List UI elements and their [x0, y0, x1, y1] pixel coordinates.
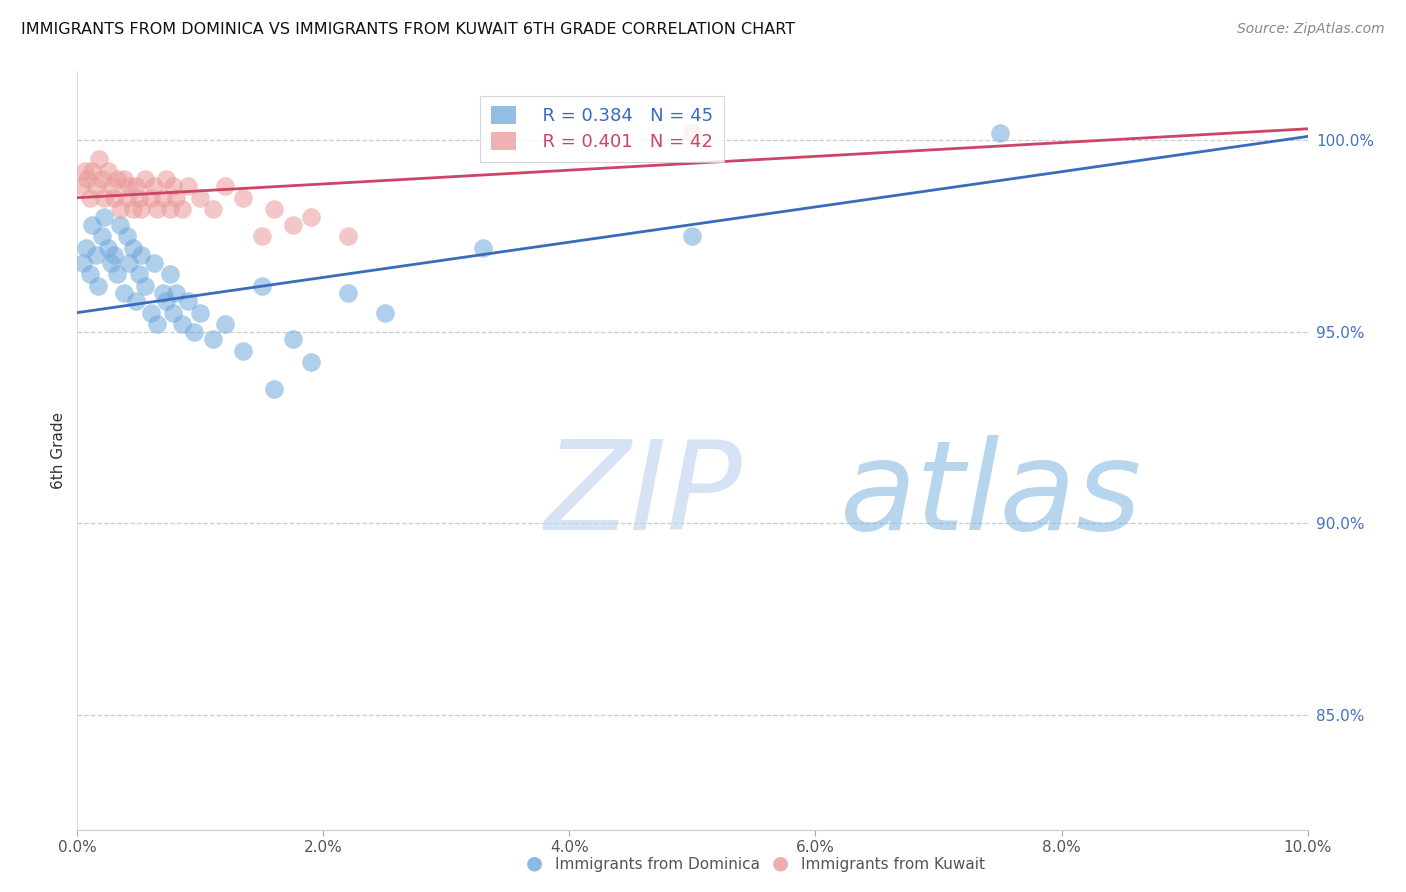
- Point: [162, 179, 184, 194]
- Point: [337, 229, 360, 244]
- Text: Source: ZipAtlas.com: Source: ZipAtlas.com: [1237, 22, 1385, 37]
- Point: [142, 179, 165, 194]
- Point: [118, 256, 141, 270]
- Point: [159, 202, 181, 217]
- Point: [131, 248, 153, 262]
- Point: [112, 286, 135, 301]
- Point: [82, 164, 104, 178]
- Text: atlas: atlas: [841, 435, 1142, 557]
- Point: [103, 248, 125, 262]
- Text: IMMIGRANTS FROM DOMINICA VS IMMIGRANTS FROM KUWAIT 6TH GRADE CORRELATION CHART: IMMIGRANTS FROM DOMINICA VS IMMIGRANTS F…: [21, 22, 796, 37]
- Point: [165, 286, 187, 301]
- Text: Immigrants from Kuwait: Immigrants from Kuwait: [801, 857, 986, 872]
- Point: [105, 171, 128, 186]
- Point: [155, 171, 177, 186]
- Point: [472, 240, 495, 254]
- Point: [214, 317, 236, 331]
- Point: [76, 171, 98, 186]
- Point: [188, 191, 212, 205]
- Point: [152, 191, 174, 205]
- Point: [250, 278, 273, 293]
- Point: [93, 191, 115, 205]
- Point: [89, 153, 111, 167]
- Point: [142, 256, 165, 270]
- Point: [146, 317, 169, 331]
- Point: [177, 294, 200, 309]
- Point: [682, 229, 704, 244]
- Point: [90, 171, 114, 186]
- Point: [79, 268, 101, 282]
- Point: [128, 268, 150, 282]
- Point: [263, 382, 285, 396]
- Point: [281, 218, 304, 232]
- Point: [134, 171, 156, 186]
- Point: [159, 268, 181, 282]
- Text: Immigrants from Dominica: Immigrants from Dominica: [555, 857, 761, 872]
- Point: [146, 202, 169, 217]
- Point: [141, 191, 163, 205]
- Point: [97, 240, 120, 254]
- Point: [125, 179, 148, 194]
- Y-axis label: 6th Grade: 6th Grade: [51, 412, 66, 489]
- Point: [337, 286, 360, 301]
- Point: [73, 164, 96, 178]
- Point: [177, 179, 200, 194]
- Point: [299, 210, 322, 224]
- Point: [82, 218, 104, 232]
- Point: [170, 202, 193, 217]
- Point: [201, 202, 224, 217]
- Point: [105, 268, 128, 282]
- Point: [110, 218, 132, 232]
- Point: [70, 179, 93, 194]
- Point: [121, 240, 143, 254]
- Point: [101, 179, 124, 194]
- Point: [125, 294, 148, 309]
- Text: ●: ●: [526, 854, 543, 872]
- Point: [170, 317, 193, 331]
- Point: [165, 191, 187, 205]
- Point: [281, 333, 304, 347]
- Point: [87, 278, 110, 293]
- Point: [141, 305, 163, 319]
- Point: [214, 179, 236, 194]
- Point: [128, 191, 150, 205]
- Point: [250, 229, 273, 244]
- Point: [131, 202, 153, 217]
- Point: [152, 286, 174, 301]
- Point: [183, 325, 205, 339]
- Point: [115, 191, 138, 205]
- Point: [162, 305, 184, 319]
- Point: [84, 179, 107, 194]
- Point: [110, 202, 132, 217]
- Point: [188, 305, 212, 319]
- Point: [155, 294, 177, 309]
- Point: [72, 256, 94, 270]
- Point: [232, 191, 254, 205]
- Point: [79, 191, 101, 205]
- Point: [374, 305, 396, 319]
- Text: ZIP: ZIP: [546, 435, 742, 557]
- Point: [90, 229, 114, 244]
- Point: [97, 164, 120, 178]
- Legend:   R = 0.384   N = 45,   R = 0.401   N = 42: R = 0.384 N = 45, R = 0.401 N = 42: [479, 95, 724, 162]
- Point: [103, 191, 125, 205]
- Point: [263, 202, 285, 217]
- Point: [112, 171, 135, 186]
- Point: [115, 229, 138, 244]
- Point: [121, 202, 143, 217]
- Point: [93, 210, 115, 224]
- Point: [134, 278, 156, 293]
- Point: [201, 333, 224, 347]
- Point: [84, 248, 107, 262]
- Point: [682, 126, 704, 140]
- Point: [118, 179, 141, 194]
- Point: [299, 355, 322, 369]
- Point: [232, 343, 254, 358]
- Point: [100, 256, 122, 270]
- Point: [75, 240, 97, 254]
- Point: [988, 126, 1011, 140]
- Text: ●: ●: [772, 854, 789, 872]
